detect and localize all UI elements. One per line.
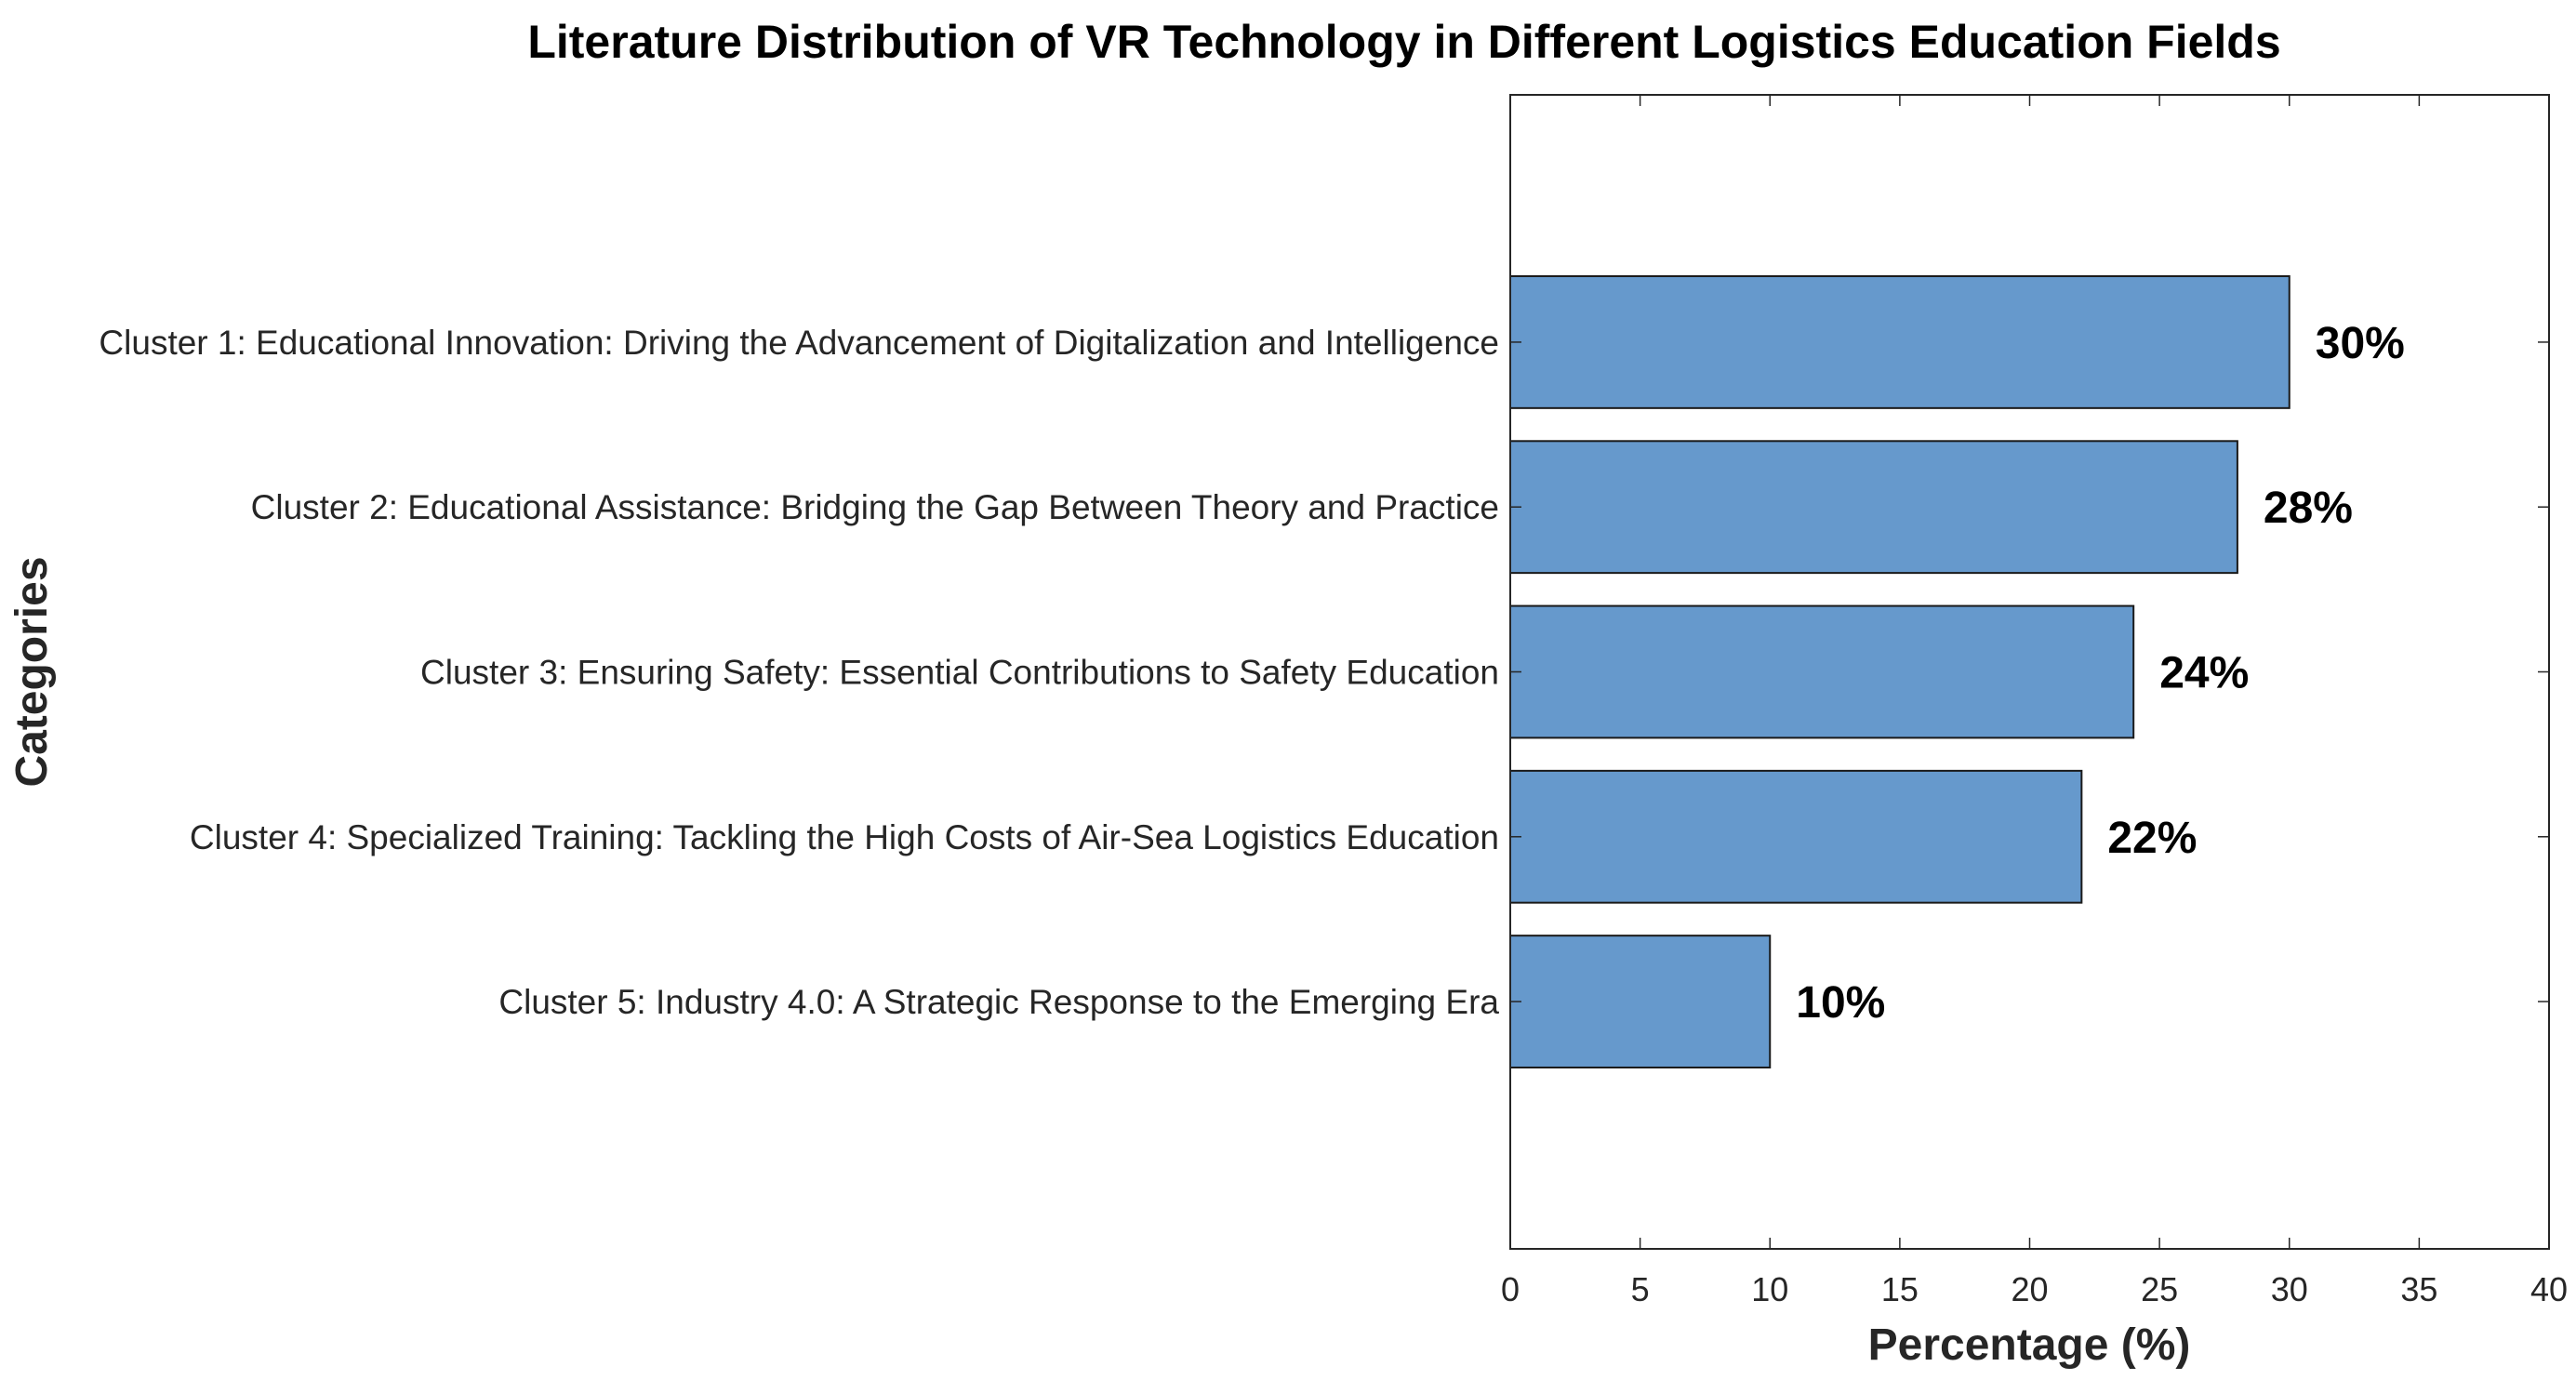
x-tick-label-25: 25 [2141,1270,2178,1308]
category-label-cluster-2: Cluster 2: Educational Assistance: Bridg… [251,488,1499,526]
bar-cluster-5 [1509,935,1772,1068]
category-label-cluster-3: Cluster 3: Ensuring Safety: Essential Co… [420,654,1499,692]
bars-layer: 30% 28% 24% 22% 10% [1509,275,2405,1068]
y-axis-title: Categories [7,556,57,787]
x-tick-label-15: 15 [1881,1270,1919,1308]
bar-cluster-3 [1509,604,2135,739]
x-tick-label-20: 20 [2011,1270,2048,1308]
x-axis-title: Percentage (%) [1868,1320,2191,1370]
plot-frame [1509,94,2550,1250]
category-label-cluster-5: Cluster 5: Industry 4.0: A Strategic Res… [498,983,1499,1021]
data-label-cluster-3: 24% [2159,649,2249,698]
x-tick-label-35: 35 [2400,1270,2437,1308]
chart-title: Literature Distribution of VR Technology… [527,16,2280,68]
x-tick-label-0: 0 [1501,1270,1520,1308]
data-label-cluster-5: 10% [1796,978,1885,1028]
bar-cluster-2 [1509,440,2238,575]
data-label-cluster-1: 30% [2316,319,2405,368]
category-label-cluster-4: Cluster 4: Specialized Training: Tacklin… [190,818,1499,856]
x-tick-label-5: 5 [1631,1270,1650,1308]
x-tick-label-40: 40 [2530,1270,2568,1308]
category-label-cluster-1: Cluster 1: Educational Innovation: Drivi… [99,324,1499,362]
bar-cluster-4 [1509,769,2083,904]
data-label-cluster-4: 22% [2107,814,2197,863]
data-label-cluster-2: 28% [2264,484,2353,533]
bar-cluster-1 [1509,275,2291,409]
axis-layer: Cluster 1: Educational Innovation: Drivi… [99,94,2568,1308]
x-tick-label-10: 10 [1751,1270,1788,1308]
x-tick-label-30: 30 [2271,1270,2308,1308]
